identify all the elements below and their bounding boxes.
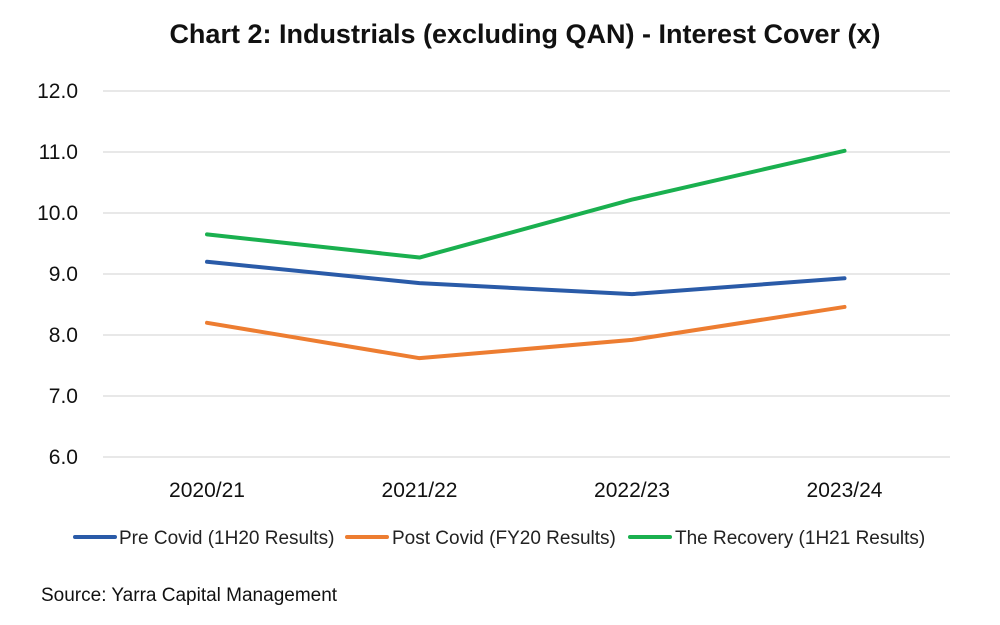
y-tick-label: 10.0 [37, 202, 78, 225]
legend-label: Pre Covid (1H20 Results) [119, 528, 334, 549]
series-lines [205, 148, 847, 361]
x-tick-label: 2022/23 [594, 479, 670, 502]
y-axis-tick-labels: 6.0 7.0 8.0 9.0 10.0 11.0 12.0 [37, 80, 78, 469]
source-note: Source: Yarra Capital Management [41, 585, 338, 606]
y-tick-label: 7.0 [49, 385, 78, 408]
x-axis-tick-labels: 2020/21 2021/22 2022/23 2023/24 [169, 479, 883, 502]
x-tick-label: 2020/21 [169, 479, 245, 502]
y-tick-label: 11.0 [39, 141, 78, 164]
series-line-3 [205, 148, 847, 260]
series-line-1 [205, 259, 847, 297]
series-line-2 [205, 304, 847, 361]
y-tick-label: 8.0 [49, 324, 78, 347]
legend-label: Post Covid (FY20 Results) [392, 528, 616, 549]
legend-label: The Recovery (1H21 Results) [675, 528, 925, 549]
y-tick-label: 9.0 [49, 263, 78, 286]
x-tick-label: 2023/24 [807, 479, 883, 502]
y-tick-label: 6.0 [49, 446, 78, 469]
x-tick-label: 2021/22 [382, 479, 458, 502]
chart-title: Chart 2: Industrials (excluding QAN) - I… [169, 19, 880, 49]
legend: Pre Covid (1H20 Results) Post Covid (FY20… [73, 528, 925, 549]
gridlines [103, 90, 950, 458]
y-tick-label: 12.0 [37, 80, 78, 103]
